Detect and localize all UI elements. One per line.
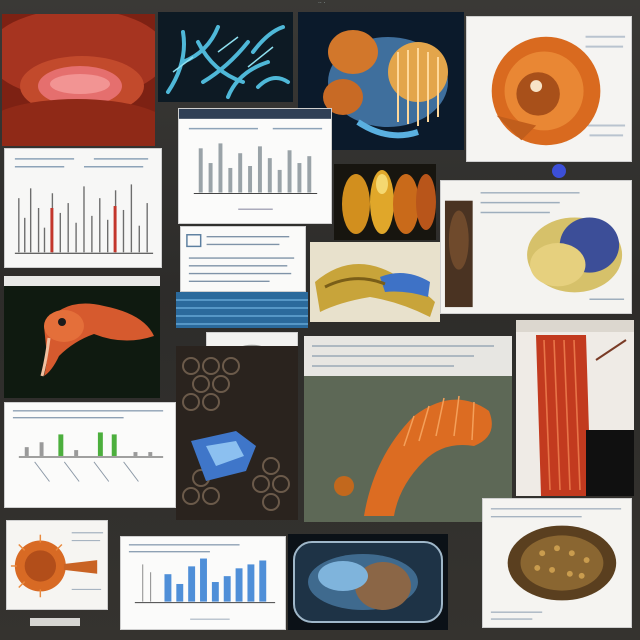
glass-dish-photo <box>288 534 448 630</box>
bar-chart-document-center <box>178 108 332 224</box>
hydra-photo <box>298 12 464 150</box>
text-card <box>180 226 306 292</box>
blue-glow <box>552 164 566 178</box>
bottom-scrap <box>30 618 80 626</box>
bird-head-photo <box>4 276 160 398</box>
yellow-orange-forms-photo <box>334 164 436 240</box>
blue-bar-chart <box>120 536 286 630</box>
brown-seed-diagram <box>482 498 632 628</box>
lips-photo <box>2 14 155 146</box>
top-scribble: ·· · <box>318 0 326 7</box>
cocoon-diagram <box>440 180 632 314</box>
yellow-limb-photo <box>310 242 440 322</box>
bar-chart-document-left <box>4 148 162 268</box>
orange-tendril-photo <box>304 336 512 522</box>
blue-pattern-strip <box>176 292 308 328</box>
blue-coral-photo <box>158 12 293 102</box>
muscle-photo <box>516 320 634 496</box>
honeycomb-photo <box>176 346 298 520</box>
spiny-creature-diagram <box>6 520 108 610</box>
green-bar-chart <box>4 402 176 508</box>
orange-shell-diagram <box>466 16 632 162</box>
